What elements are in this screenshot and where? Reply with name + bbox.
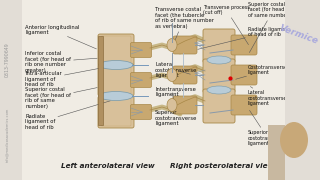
Text: Lateral
costotransverse
ligament: Lateral costotransverse ligament <box>248 87 287 106</box>
Bar <box>268 125 320 180</box>
Text: Transverse costal
facet (the tubercle
of rib of same number
as vertebra): Transverse costal facet (the tubercle of… <box>155 7 214 42</box>
Text: Radiate
ligament of
head of rib: Radiate ligament of head of rib <box>25 101 110 130</box>
Text: Anterior longitudinal
ligament: Anterior longitudinal ligament <box>25 25 96 49</box>
FancyBboxPatch shape <box>98 64 134 96</box>
Text: Superior
costotransverse
ligament: Superior costotransverse ligament <box>248 110 287 146</box>
FancyBboxPatch shape <box>203 59 235 93</box>
Text: Left anterolateral view: Left anterolateral view <box>61 163 155 169</box>
Text: Right posterolateral view: Right posterolateral view <box>170 163 274 169</box>
Text: Costotransverse
ligament: Costotransverse ligament <box>236 65 288 79</box>
Text: Superior
costotransverse
ligament: Superior costotransverse ligament <box>155 93 197 126</box>
Ellipse shape <box>207 56 231 64</box>
FancyBboxPatch shape <box>231 95 257 115</box>
Ellipse shape <box>167 69 177 82</box>
Bar <box>98 36 103 125</box>
Text: Intra-articular
ligament of
head of rib: Intra-articular ligament of head of rib <box>25 66 114 87</box>
FancyBboxPatch shape <box>231 35 257 55</box>
Text: Superior costal
facet (for head of rib
of same number): Superior costal facet (for head of rib o… <box>248 2 299 53</box>
Text: Superior costal
facet (for head of
rib of same
number): Superior costal facet (for head of rib o… <box>25 87 97 109</box>
FancyBboxPatch shape <box>203 29 235 63</box>
Text: Transverse process
(cut off): Transverse process (cut off) <box>203 5 250 45</box>
FancyBboxPatch shape <box>98 34 134 66</box>
Text: info@medicosacademics.com: info@medicosacademics.com <box>5 108 9 162</box>
FancyBboxPatch shape <box>131 105 151 120</box>
Bar <box>285 0 320 180</box>
FancyBboxPatch shape <box>131 73 151 87</box>
FancyBboxPatch shape <box>173 36 197 54</box>
Ellipse shape <box>280 122 308 158</box>
FancyBboxPatch shape <box>173 96 197 114</box>
Text: Vermice: Vermice <box>277 24 319 46</box>
Ellipse shape <box>167 39 177 51</box>
Ellipse shape <box>207 86 231 94</box>
Ellipse shape <box>99 91 133 100</box>
Text: Lateral
costotransverse
ligament: Lateral costotransverse ligament <box>155 62 197 78</box>
FancyBboxPatch shape <box>173 66 197 84</box>
Ellipse shape <box>99 60 133 69</box>
FancyBboxPatch shape <box>231 65 257 85</box>
Ellipse shape <box>167 98 177 111</box>
FancyBboxPatch shape <box>131 42 151 57</box>
Bar <box>0 0 22 180</box>
Text: 0313-7990649: 0313-7990649 <box>4 43 10 77</box>
Text: Inferior costal
facet (for head of
rib one number
greater): Inferior costal facet (for head of rib o… <box>25 51 97 73</box>
FancyBboxPatch shape <box>203 89 235 123</box>
Text: Intertransverse
ligament: Intertransverse ligament <box>155 87 196 97</box>
Text: Radiate ligament
of head of rib: Radiate ligament of head of rib <box>198 27 290 49</box>
FancyBboxPatch shape <box>98 96 134 128</box>
